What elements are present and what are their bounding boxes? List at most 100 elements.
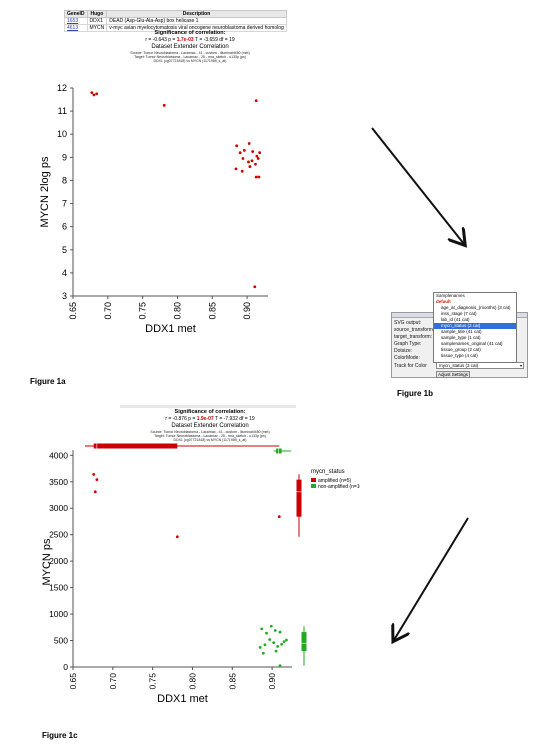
dropdown-option[interactable]: Samplenames <box>436 293 465 298</box>
fig1c-t: T = -7.932 <box>215 416 238 422</box>
data-point <box>254 175 258 179</box>
x-tick-label: 0.70 <box>108 673 118 690</box>
fig1c-top-bar <box>120 405 296 408</box>
y-tick-label: 3 <box>62 291 67 301</box>
dropdown-option[interactable]: sample_title (41 cat) <box>441 329 482 334</box>
adjust-settings-button[interactable]: Adjust Settings <box>436 371 470 378</box>
chart-1c: 0 500 1000 1500 2000 2500 3000 3500 4000 0.65 0.70… <box>41 443 360 705</box>
x-tick-label: 0.70 <box>103 302 113 320</box>
x-tick-label: 0.85 <box>207 302 217 320</box>
setting-label-source-transform: source_transform: <box>394 327 435 333</box>
figure-1c-caption: Figure 1c <box>42 731 78 740</box>
fig1c-p-label: p = <box>188 416 197 422</box>
gene-id-link[interactable]: 4613 <box>64 24 88 32</box>
data-point <box>247 142 251 145</box>
data-point <box>260 627 264 631</box>
dropdown-option[interactable]: lab_id (41 cat) <box>441 317 470 322</box>
dropdown-option[interactable]: age_at_diagnosis_(months) (3 cat) <box>441 305 511 310</box>
legend-swatch <box>311 478 316 482</box>
x-tick-label: 0.65 <box>68 673 78 690</box>
gene-hugo: DDX1 <box>86 17 108 25</box>
data-point <box>241 157 245 160</box>
fig1a-significance-title: Significance of correlation: <box>154 30 226 36</box>
fig1a-p-label: p = <box>168 37 177 43</box>
track-select-value: mycn_status (3 cat) <box>439 363 479 368</box>
setting-label-track-for-color: Track for Color <box>394 363 427 369</box>
x-tick-label: 0.85 <box>227 673 237 690</box>
data-point <box>285 638 288 642</box>
y-boxplot-box <box>296 479 302 517</box>
dropdown-option[interactable]: default <box>436 299 451 304</box>
track-dropdown-list[interactable]: Samplenames default age_at_diagnosis_(mont… <box>433 292 517 363</box>
data-point <box>92 472 96 476</box>
dropdown-option[interactable]: samplenames_original (41 cat) <box>441 341 503 346</box>
legend-swatch <box>311 484 316 488</box>
y-tick-label: 1500 <box>49 583 68 593</box>
data-point <box>254 99 258 103</box>
data-point <box>242 149 246 152</box>
data-point <box>93 490 97 494</box>
y-axis-label: MYCN 2log ps <box>39 156 51 227</box>
fig1a-extender-title: Dataset Extender Correlation <box>151 44 229 50</box>
fig1a-stats: r = -0.643 p = 1.7e-03 T = -3.659 df = 1… <box>110 37 270 43</box>
x-tick-label: 0.75 <box>148 673 158 690</box>
dropdown-option[interactable]: tissue_type (4 cat) <box>441 353 478 358</box>
track-for-color-select[interactable]: mycn_status (3 cat) ▾ <box>436 362 524 369</box>
data-point <box>235 144 239 148</box>
data-point <box>278 664 282 668</box>
gene-table-header: GeneID Hugo Description <box>64 10 287 18</box>
x-tick-label: 0.80 <box>172 302 182 320</box>
arrow-down-left-icon <box>378 517 469 658</box>
setting-label-dotsize: Dotsize: <box>394 348 413 354</box>
setting-label-svg-output: SVG output: <box>394 320 422 326</box>
dropdown-option[interactable]: tissue_group (2 cat) <box>441 347 481 352</box>
x-axis-label: DDX1 met <box>145 323 196 335</box>
x-boxplot-box <box>93 443 178 449</box>
x-axis-label: DDX1 met <box>157 693 208 705</box>
data-point <box>269 624 273 628</box>
chart-1a: 3 4 5 6 7 8 9 10 11 12 0.65 0.70 0.75 0.80 0.85 0.90 DDX… <box>39 83 268 335</box>
data-point <box>272 641 276 645</box>
y-tick-label: 12 <box>57 83 67 93</box>
gene-description: DEAD (Asp-Glu-Ala-Asp) box helicase 1 <box>106 17 287 25</box>
data-point <box>277 515 281 519</box>
y-tick-label: 0 <box>63 662 68 672</box>
fig1a-t: T = -3.659 <box>195 37 218 43</box>
x-tick-label: 0.65 <box>68 302 78 320</box>
dropdown-option[interactable]: sample_type (1 cat) <box>441 335 481 340</box>
data-point <box>247 160 250 164</box>
dropdown-option[interactable]: inss_stage (7 cat) <box>441 311 477 316</box>
fig1a-pair: DDX1 (cg07721818) vs MYCN (1171989_s_at) <box>153 59 227 63</box>
y-tick-label: 3000 <box>49 503 68 513</box>
data-point <box>258 646 262 649</box>
fig1a-p-value: 1.7e-03 <box>176 37 194 43</box>
data-point <box>256 157 260 160</box>
data-point <box>278 630 282 634</box>
data-point <box>250 159 254 163</box>
gene-table: GeneID Hugo Description 1653 DDX1 DEAD (… <box>64 10 287 32</box>
y-tick-label: 5 <box>62 245 67 255</box>
data-point <box>282 640 286 643</box>
y-tick-label: 2000 <box>49 556 68 566</box>
data-point <box>162 103 166 107</box>
fig1c-r: r = -0.876 <box>165 416 187 422</box>
gene-id-link[interactable]: 1653 <box>64 17 88 25</box>
y-tick-label: 6 <box>62 222 67 232</box>
x-tick-label: 0.80 <box>187 673 197 690</box>
y-tick-label: 10 <box>57 129 67 139</box>
legend-title: mycn_status <box>311 469 345 475</box>
x-boxplot-box <box>276 448 282 454</box>
y-tick-label: 1000 <box>49 609 68 619</box>
y-axis-label: MYCN ps <box>41 538 53 586</box>
fig1a-source: Source: Tumor Neuroblastoma - Lacarnac -… <box>130 51 250 55</box>
data-point <box>280 642 284 646</box>
data-point <box>273 629 277 632</box>
data-point <box>253 285 257 289</box>
data-point <box>95 92 99 96</box>
figure-1a-caption: Figure 1a <box>30 377 66 386</box>
table-row: 4613 MYCN v-myc avian myelocytomatosis v… <box>64 24 287 32</box>
fig1c-df: df = 19 <box>239 416 255 422</box>
dropdown-option[interactable]: mycn_status (3 cat) <box>434 323 516 329</box>
data-point <box>268 638 272 641</box>
figure-1b-caption: Figure 1b <box>397 389 434 398</box>
